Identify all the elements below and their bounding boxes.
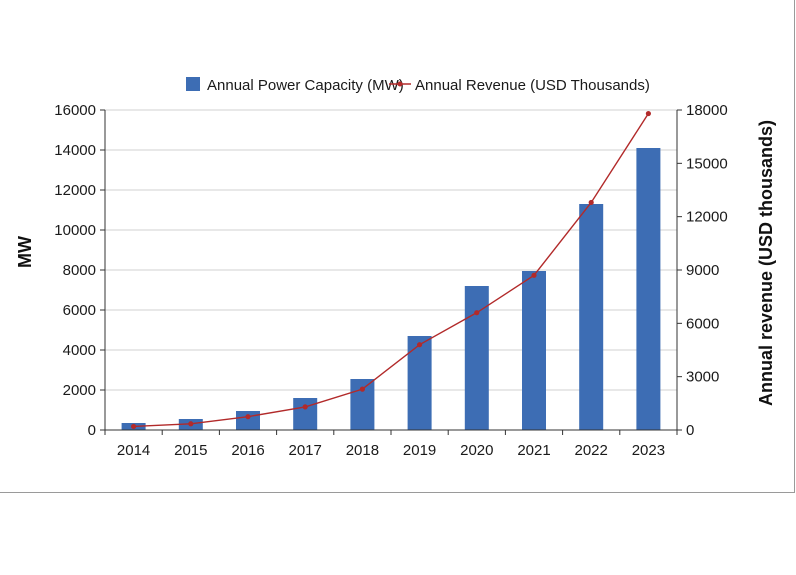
legend: Annual Power Capacity (MW) Annual Revenu… — [186, 77, 650, 94]
line-series — [131, 110, 652, 430]
revenue-line — [133, 113, 649, 428]
y2-tick-label: 0 — [686, 422, 694, 439]
line-point — [474, 310, 480, 316]
x-tick-label: 2020 — [460, 442, 493, 459]
y-tick-label: 14000 — [54, 142, 96, 159]
bar — [407, 336, 432, 430]
y2-tick-label: 12000 — [686, 209, 728, 226]
y2-tick-label: 6000 — [686, 315, 719, 332]
y2-tick-label: 3000 — [686, 369, 719, 386]
y2-tick-label: 18000 — [686, 102, 728, 119]
x-tick-label: 2023 — [632, 442, 665, 459]
y-tick-label: 8000 — [63, 262, 96, 279]
y-tick-label: 10000 — [54, 222, 96, 239]
y-tick-label: 2000 — [63, 382, 96, 399]
y-axis-title: MW — [15, 236, 35, 268]
line-point — [531, 272, 537, 278]
line-point — [417, 342, 423, 348]
x-tick-label: 2016 — [231, 442, 264, 459]
x-tick-label: 2018 — [346, 442, 379, 459]
bar — [236, 411, 260, 430]
legend-line-marker — [397, 81, 403, 87]
bar — [464, 286, 489, 430]
y-tick-label: 0 — [88, 422, 96, 439]
legend-bar-swatch — [186, 77, 200, 91]
line-point — [588, 199, 594, 206]
y2-tick-label: 9000 — [686, 262, 719, 279]
x-tick-label: 2019 — [403, 442, 436, 459]
line-point — [131, 423, 137, 430]
x-tick-label: 2021 — [517, 442, 550, 459]
bar-series — [121, 148, 661, 430]
x-tick-label: 2014 — [117, 442, 150, 459]
y-tick-label: 12000 — [54, 182, 96, 199]
bar — [579, 204, 604, 430]
y2-axis-title: Annual revenue (USD thousands) — [756, 120, 776, 406]
bar — [293, 398, 318, 430]
x-tick-label: 2017 — [289, 442, 322, 459]
line-point — [188, 421, 194, 427]
line-point — [359, 386, 365, 392]
page-frame — [0, 0, 795, 493]
legend-bar-label: Annual Power Capacity (MW) — [207, 77, 404, 94]
y-tick-label: 16000 — [54, 102, 96, 119]
y-tick-label: 6000 — [63, 302, 96, 319]
y-tick-label: 4000 — [63, 342, 96, 359]
x-tick-label: 2015 — [174, 442, 207, 459]
line-point — [302, 404, 308, 410]
y2-tick-label: 15000 — [686, 155, 728, 172]
bar — [636, 148, 661, 430]
axes: 0 2000 4000 6000 8000 10000 12000 14000 16000 0 30… — [54, 102, 727, 459]
x-tick-label: 2022 — [575, 442, 608, 459]
line-point — [645, 110, 652, 117]
legend-line-label: Annual Revenue (USD Thousands) — [415, 77, 650, 94]
bar — [522, 271, 546, 430]
line-point — [245, 414, 251, 420]
